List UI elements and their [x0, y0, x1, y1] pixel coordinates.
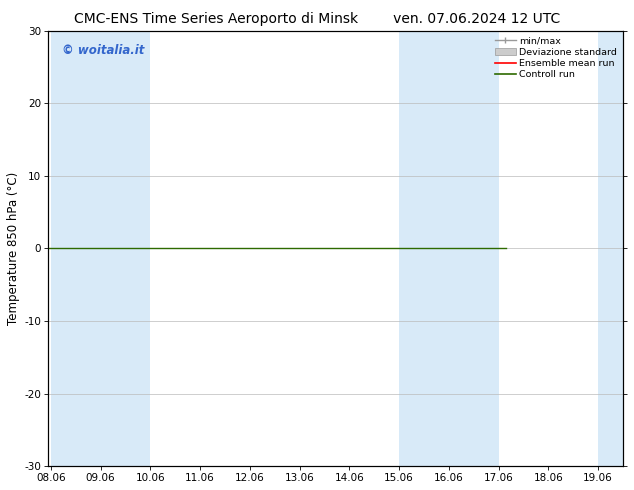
Bar — [101, 30, 150, 466]
Y-axis label: Temperature 850 hPa (°C): Temperature 850 hPa (°C) — [7, 172, 20, 325]
Legend: min/max, Deviazione standard, Ensemble mean run, Controll run: min/max, Deviazione standard, Ensemble m… — [491, 32, 621, 83]
Bar — [598, 30, 623, 466]
Text: CMC-ENS Time Series Aeroporto di Minsk        ven. 07.06.2024 12 UTC: CMC-ENS Time Series Aeroporto di Minsk v… — [74, 12, 560, 26]
Bar — [51, 30, 101, 466]
Text: © woitalia.it: © woitalia.it — [62, 44, 145, 57]
Bar — [449, 30, 498, 466]
Bar — [399, 30, 449, 466]
